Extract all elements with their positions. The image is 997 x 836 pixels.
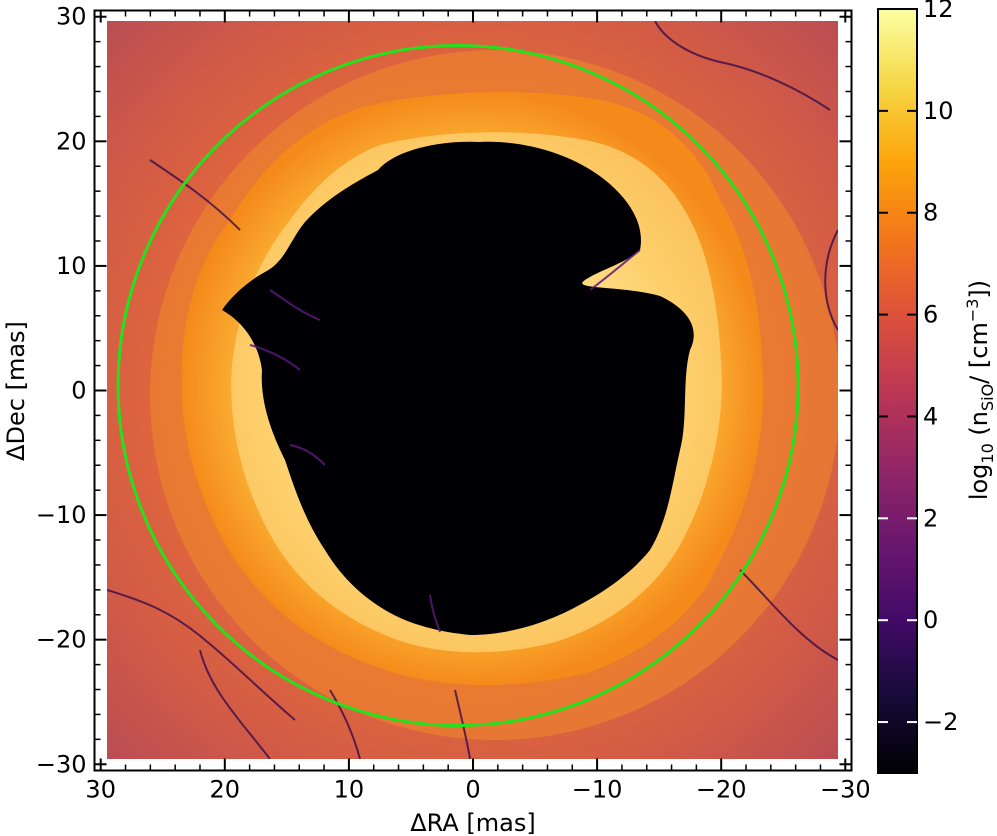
y-tick-label: −20 <box>36 626 87 654</box>
cavity-filaments <box>249 249 641 633</box>
y-tick-label: 30 <box>56 3 87 31</box>
colorbar-tick-label: 2 <box>923 504 938 532</box>
colorbar-label-sup: −3 <box>963 299 982 323</box>
y-axis: 30 20 10 0 −10 −20 −30 <box>36 3 852 778</box>
colorbar-ticks: −2 0 2 4 6 8 10 12 <box>878 0 958 736</box>
colorbar-label-log: log <box>965 464 993 501</box>
colorbar-tick-label: 6 <box>923 301 938 329</box>
colorbar-label-end: ]) <box>965 280 993 299</box>
x-axis-label: ΔRA [mas] <box>410 809 535 836</box>
heatmap-image <box>107 21 838 759</box>
x-tick-label: 20 <box>210 776 241 804</box>
colorbar-label: log10 (nSiO/ [cm−3]) <box>963 280 997 500</box>
y-tick-label: −30 <box>36 750 87 778</box>
x-tick-label: −30 <box>820 776 871 804</box>
y-axis-label: ΔDec [mas] <box>2 321 30 461</box>
colorbar-tick-label: 4 <box>923 402 938 430</box>
x-tick-label: 30 <box>85 776 116 804</box>
colorbar-label-sub-10: 10 <box>978 443 997 463</box>
x-tick-label: −10 <box>572 776 623 804</box>
y-tick-label: 20 <box>56 127 87 155</box>
central-cavity <box>222 141 694 635</box>
colorbar-label-sub-sio: SiO <box>978 384 997 411</box>
colorbar-tick-label: −2 <box>923 708 958 736</box>
x-tick-label: −20 <box>696 776 747 804</box>
x-tick-label: 0 <box>465 776 480 804</box>
reference-circle <box>116 43 800 728</box>
colorbar-label-n: (n <box>965 411 993 443</box>
y-tick-label: −10 <box>36 501 87 529</box>
colorbar-tick-label: 0 <box>923 606 938 634</box>
colorbar-tick-label: 8 <box>923 199 938 227</box>
colorbar-label-unit: / [cm <box>965 322 993 384</box>
x-axis: 30 20 10 0 −10 −20 −30 <box>85 10 871 804</box>
x-tick-label: 10 <box>334 776 365 804</box>
colorbar-tick-label: 12 <box>923 0 954 23</box>
colorbar-tick-label: 10 <box>923 97 954 125</box>
shock-lines <box>107 21 838 759</box>
colorbar <box>877 8 918 774</box>
y-tick-label: 0 <box>71 377 86 405</box>
y-tick-label: 10 <box>56 252 87 280</box>
